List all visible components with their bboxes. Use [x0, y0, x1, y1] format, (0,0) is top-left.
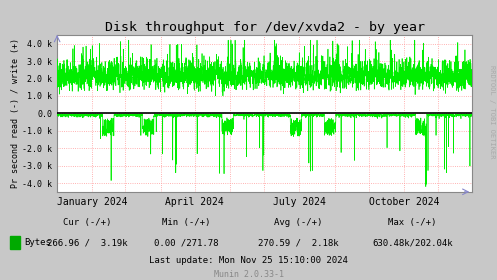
Text: Munin 2.0.33-1: Munin 2.0.33-1: [214, 270, 283, 279]
Text: Cur (-/+): Cur (-/+): [63, 218, 111, 227]
Text: Bytes: Bytes: [24, 238, 51, 247]
Text: Min (-/+): Min (-/+): [162, 218, 211, 227]
Text: Avg (-/+): Avg (-/+): [274, 218, 323, 227]
Text: RRDTOOL / TOBI OETIKER: RRDTOOL / TOBI OETIKER: [489, 65, 495, 159]
Text: 630.48k/202.04k: 630.48k/202.04k: [372, 238, 453, 247]
Text: Last update: Mon Nov 25 15:10:00 2024: Last update: Mon Nov 25 15:10:00 2024: [149, 256, 348, 265]
Text: 266.96 /  3.19k: 266.96 / 3.19k: [47, 238, 127, 247]
Text: 0.00 /271.78: 0.00 /271.78: [154, 238, 219, 247]
Title: Disk throughput for /dev/xvda2 - by year: Disk throughput for /dev/xvda2 - by year: [105, 21, 424, 34]
Y-axis label: Pr second read (-) / write (+): Pr second read (-) / write (+): [10, 38, 19, 188]
Text: 270.59 /  2.18k: 270.59 / 2.18k: [258, 238, 338, 247]
Text: Max (-/+): Max (-/+): [388, 218, 437, 227]
